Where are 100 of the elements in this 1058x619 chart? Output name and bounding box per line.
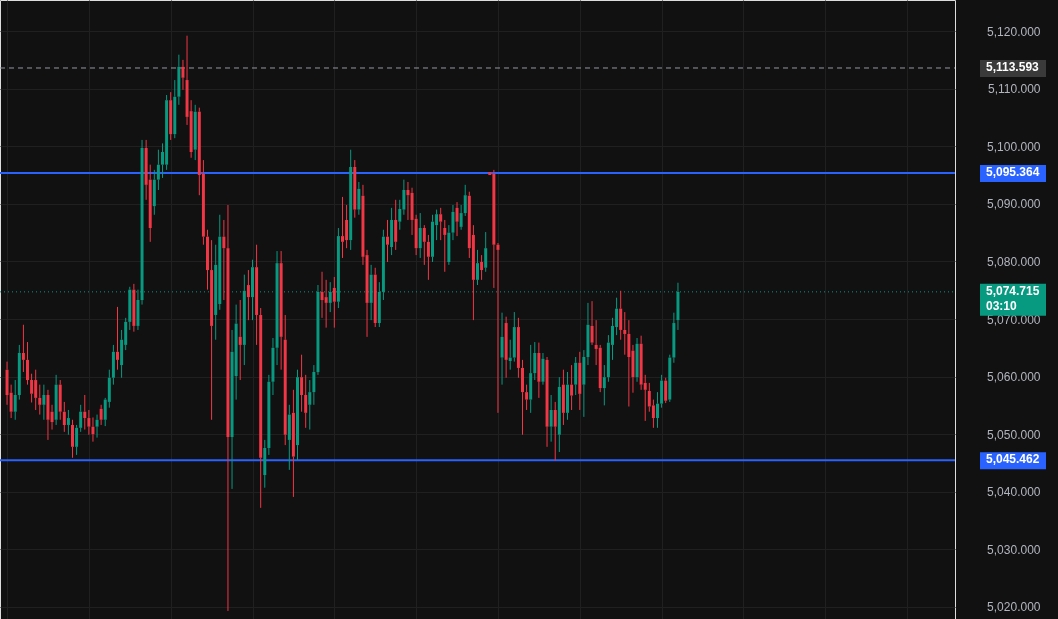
candlestick (574, 356, 578, 396)
candlestick (242, 274, 246, 366)
candlestick (62, 401, 66, 433)
candlestick (116, 306, 119, 371)
candlestick (512, 311, 516, 363)
candlestick (664, 377, 668, 404)
candlestick (394, 199, 398, 251)
candlestick (91, 416, 95, 443)
candlestick (83, 394, 87, 431)
candlestick (13, 379, 17, 421)
candlestick (34, 369, 38, 411)
candlestick (373, 267, 377, 328)
y-tick-label: 5,070.000 (987, 312, 1041, 327)
candlestick (99, 404, 103, 426)
candlestick (668, 354, 672, 403)
y-tick-label: 5,090.000 (987, 197, 1041, 212)
candlestick (561, 369, 565, 426)
candlestick (251, 259, 254, 321)
candlestick (480, 254, 484, 281)
candlestick (283, 314, 287, 446)
candlestick (590, 300, 594, 346)
candlestick (341, 196, 344, 259)
ref-line-label: 5,095.364 (986, 164, 1040, 179)
candlestick (476, 249, 479, 286)
candlestick (152, 169, 156, 216)
candlestick (320, 271, 324, 319)
candlestick (271, 337, 275, 396)
candlestick (173, 79, 177, 139)
candlestick (566, 371, 569, 421)
candlestick (255, 244, 259, 346)
candlestick (365, 249, 369, 338)
candlestick (259, 307, 263, 509)
candlestick (496, 242, 500, 414)
candlestick (516, 317, 520, 379)
candlestick (308, 379, 312, 431)
candlestick (549, 394, 553, 443)
candlestick (75, 424, 79, 456)
candlestick (418, 212, 422, 259)
y-tick-label: 5,080.000 (987, 254, 1041, 269)
candlestick (390, 207, 394, 256)
candlestick (332, 276, 336, 329)
candlestick (324, 279, 328, 329)
candlestick (570, 364, 574, 411)
candlestick (602, 364, 606, 406)
candlestick (128, 286, 132, 331)
candlestick (17, 344, 21, 401)
ref-line-label: 5,113.593 (986, 59, 1040, 74)
y-tick-label: 5,020.000 (987, 600, 1041, 615)
candlestick (21, 324, 25, 373)
y-tick-label: 5,110.000 (988, 82, 1041, 97)
candlestick (87, 409, 91, 436)
candlestick (38, 384, 42, 416)
candlestick (345, 204, 349, 249)
candlestick (58, 379, 62, 421)
candlestick (263, 439, 267, 489)
candlestick (598, 344, 602, 393)
candlestick (291, 389, 295, 498)
candlestick (525, 384, 529, 411)
candlestick (443, 219, 447, 273)
candlestick (304, 374, 308, 429)
candlestick (553, 401, 557, 462)
candlestick (353, 159, 357, 219)
candlestick (463, 184, 467, 217)
candlestick (406, 181, 410, 221)
candlestick (426, 234, 430, 281)
candlestick (165, 94, 169, 171)
candlestick (619, 290, 623, 341)
candlestick (451, 204, 455, 241)
candlestick (369, 264, 373, 321)
candlestick (156, 149, 160, 191)
candlestick (492, 169, 496, 289)
candlestick (42, 384, 46, 421)
candlestick (54, 374, 58, 426)
candlestick (169, 91, 173, 141)
candlestick (656, 391, 659, 429)
candlestick (50, 404, 54, 431)
candlestick (500, 312, 504, 386)
candlestick (46, 389, 50, 441)
candlestick (275, 250, 279, 366)
candlestick (586, 302, 590, 366)
candlestick (206, 229, 209, 291)
candlestick (533, 341, 537, 381)
candlestick (26, 341, 29, 386)
candlestick (431, 214, 434, 263)
candlestick (627, 319, 631, 408)
candlestick (226, 204, 230, 612)
candlestick (287, 404, 291, 471)
ref-line-label: 5,045.462 (986, 452, 1040, 467)
candlestick (545, 356, 549, 448)
y-tick-label: 5,050.000 (987, 427, 1041, 442)
candlestick (557, 376, 561, 453)
candlestick (279, 250, 283, 371)
ref-line-label: 5,074.715 03:10 (986, 283, 1040, 313)
y-tick-label: 5,030.000 (987, 542, 1041, 557)
candlestick (357, 181, 361, 216)
candlestick (181, 59, 185, 91)
candlestick (300, 354, 304, 413)
candlestick (71, 419, 74, 459)
candlestick (349, 149, 353, 251)
candlestick (79, 404, 83, 433)
